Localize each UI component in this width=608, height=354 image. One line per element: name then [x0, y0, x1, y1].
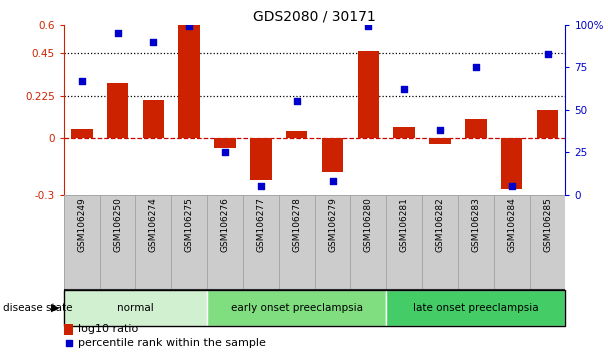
Bar	[358, 51, 379, 138]
Bar	[322, 138, 344, 172]
Bar	[71, 129, 92, 138]
Point	[364, 24, 373, 29]
Text: GSM106275: GSM106275	[185, 198, 194, 252]
Bar	[64, 290, 207, 326]
Bar	[64, 324, 73, 335]
Text: GSM106278: GSM106278	[292, 198, 301, 252]
Text: GSM106276: GSM106276	[221, 198, 230, 252]
Bar	[250, 138, 272, 179]
Title: GDS2080 / 30171: GDS2080 / 30171	[254, 10, 376, 24]
Text: log10 ratio: log10 ratio	[78, 324, 139, 334]
Text: GSM106249: GSM106249	[77, 198, 86, 252]
Point	[184, 24, 194, 29]
Point	[399, 86, 409, 92]
Bar	[179, 25, 200, 138]
Bar	[214, 138, 236, 148]
Point	[148, 39, 158, 45]
Bar	[143, 100, 164, 138]
Text: normal: normal	[117, 303, 154, 313]
Point	[543, 51, 553, 57]
Bar	[501, 138, 522, 189]
Text: GSM106282: GSM106282	[435, 198, 444, 252]
Text: early onset preeclampsia: early onset preeclampsia	[230, 303, 363, 313]
Text: GSM106279: GSM106279	[328, 198, 337, 252]
Text: percentile rank within the sample: percentile rank within the sample	[78, 338, 266, 348]
Point	[507, 183, 517, 189]
Point	[77, 78, 86, 84]
Bar	[537, 110, 558, 138]
Bar	[207, 290, 386, 326]
Point	[256, 183, 266, 189]
Bar	[465, 119, 486, 138]
Text: ▶: ▶	[50, 303, 59, 313]
Text: GSM106281: GSM106281	[399, 198, 409, 252]
Point	[328, 178, 337, 184]
Text: GSM106280: GSM106280	[364, 198, 373, 252]
Bar	[386, 290, 565, 326]
Bar	[286, 131, 308, 138]
Point	[471, 64, 481, 70]
Bar	[393, 127, 415, 138]
Bar	[429, 138, 451, 144]
Text: disease state: disease state	[3, 303, 72, 313]
Text: GSM106250: GSM106250	[113, 198, 122, 252]
Point	[285, 269, 294, 275]
Point	[435, 127, 445, 133]
Text: GSM106277: GSM106277	[257, 198, 266, 252]
Text: GSM106284: GSM106284	[507, 198, 516, 252]
Bar	[107, 83, 128, 138]
Point	[220, 149, 230, 155]
Text: late onset preeclampsia: late onset preeclampsia	[413, 303, 539, 313]
Point	[292, 98, 302, 104]
Text: GSM106274: GSM106274	[149, 198, 158, 252]
Point	[112, 30, 122, 36]
Text: GSM106283: GSM106283	[471, 198, 480, 252]
Text: GSM106285: GSM106285	[543, 198, 552, 252]
